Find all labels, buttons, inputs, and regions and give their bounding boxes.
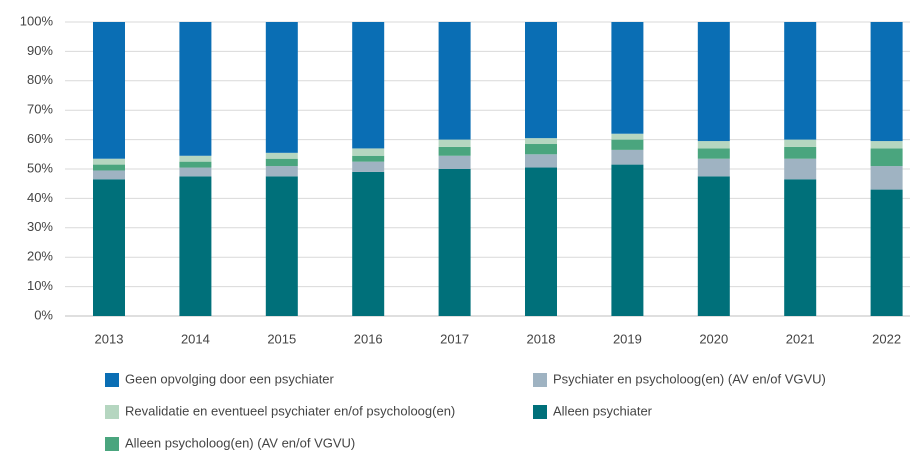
bar-segment [697,158,730,177]
bar-segment [784,179,817,316]
bar-segment [352,171,385,316]
y-tick-label: 70% [27,102,53,117]
bar-segment [697,141,730,149]
bar-segment [352,155,385,162]
y-tick-label: 60% [27,131,53,146]
bar-segment [93,22,125,159]
x-tick-label: 2021 [786,331,815,346]
bar-segment [870,22,903,142]
bar-segment [438,139,471,147]
y-tick-label: 80% [27,72,53,87]
x-tick-label: 2013 [95,331,124,346]
bar-segment [525,138,557,145]
x-tick-label: 2014 [181,331,210,346]
legend-label: Alleen psychiater [553,403,653,418]
bar-segment [265,22,298,153]
x-tick-label: 2019 [613,331,642,346]
bar-segment [784,139,817,147]
bar-segment [93,179,125,316]
bar-segment [352,148,385,156]
legend-label: Psychiater en psycholoog(en) (AV en/of V… [553,371,826,386]
x-tick-label: 2020 [699,331,728,346]
y-tick-label: 30% [27,219,53,234]
legend-swatch [533,405,547,419]
bar-segment [93,164,125,171]
bar-segment [265,152,298,159]
bar-segment [265,158,298,167]
bar-segment [179,22,212,156]
bar-segment [352,22,385,149]
bar-segment [611,149,644,165]
y-tick-label: 90% [27,43,53,58]
bar-segment [784,22,817,140]
bar-segment [611,139,644,150]
y-tick-label: 100% [20,13,54,28]
y-tick-label: 50% [27,160,53,175]
x-tick-label: 2016 [354,331,383,346]
bar-segment [438,155,471,169]
legend-swatch [105,373,119,387]
y-tick-label: 20% [27,249,53,264]
legend-label: Alleen psycholoog(en) (AV en/of VGVU) [125,435,355,450]
bar-segment [697,22,730,142]
bar-segment [179,161,212,168]
y-tick-label: 0% [34,307,53,322]
bar-segment [784,146,817,159]
bar-segment [93,158,125,165]
bar-segment [352,161,385,172]
bar-segment [93,170,125,180]
x-tick-label: 2022 [872,331,901,346]
bar-segment [179,155,212,162]
bar-segment [611,22,644,134]
bar-segment [870,141,903,149]
bar-segment [438,22,471,140]
bar-segment [611,133,644,140]
y-tick-label: 10% [27,278,53,293]
bar-segment [179,167,212,177]
bar-segment [525,154,557,168]
bar-segment [784,158,817,180]
legend-swatch [105,437,119,451]
legend-swatch [105,405,119,419]
bar-segment [870,189,903,316]
bar-segment [870,148,903,167]
y-tick-label: 40% [27,190,53,205]
bar-segment [870,166,903,190]
bar-segment [179,176,212,316]
bar-segment [438,169,471,316]
bar-segment [697,148,730,159]
bar-segment [438,146,471,156]
bar-segment [265,176,298,316]
x-tick-label: 2018 [527,331,556,346]
bar-segment [525,167,557,316]
bar-segment [265,166,298,177]
x-tick-label: 2017 [440,331,469,346]
legend-swatch [533,373,547,387]
bar-segment [525,22,557,139]
bar-segment [697,176,730,316]
bar-segment [525,144,557,155]
legend-label: Geen opvolging door een psychiater [125,371,335,386]
bar-segment [611,164,644,316]
x-tick-label: 2015 [267,331,296,346]
legend-label: Revalidatie en eventueel psychiater en/o… [125,403,455,418]
